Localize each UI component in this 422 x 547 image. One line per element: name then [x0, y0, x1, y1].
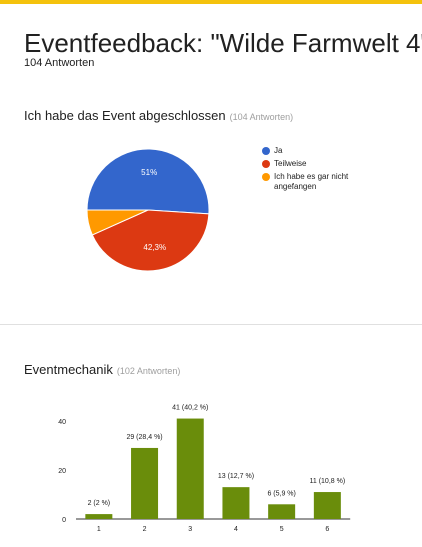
- section-response-count: (102 Antworten): [116, 366, 181, 376]
- pie-slice: [86, 209, 149, 236]
- bar-data-label: 13 (12,7 %): [218, 473, 254, 480]
- legend-label: Ich habe es gar nicht angefangen: [274, 172, 349, 191]
- legend-item: Teilweise: [262, 159, 372, 169]
- bar-data-label: 41 (40,2 %): [172, 405, 208, 412]
- pie-slice-label: 51%: [141, 168, 157, 177]
- pie-slice: [86, 148, 210, 215]
- bar: [313, 492, 341, 519]
- page-title: Eventfeedback: "Wilde Farmwelt 4": [24, 28, 422, 58]
- response-count: 104 Antworten: [24, 57, 95, 69]
- legend-item: Ich habe es gar nicht angefangen: [262, 172, 372, 192]
- x-tick-label: 5: [280, 526, 284, 533]
- legend-label: Teilweise: [274, 159, 307, 168]
- legend-swatch: [262, 173, 270, 181]
- y-tick-label: 40: [58, 419, 66, 426]
- top-accent-bar: [0, 0, 422, 4]
- x-tick-label: 4: [234, 526, 238, 533]
- legend-item: Ja: [262, 146, 372, 156]
- bar: [176, 418, 204, 519]
- legend-swatch: [262, 160, 270, 168]
- y-tick-label: 20: [58, 468, 66, 475]
- section-title-text: Eventmechanik: [24, 362, 113, 377]
- legend-swatch: [262, 147, 270, 155]
- bar: [222, 487, 250, 519]
- bar-data-label: 6 (5,9 %): [267, 490, 295, 497]
- y-tick-label: 0: [62, 517, 66, 524]
- x-tick-label: 3: [188, 526, 192, 533]
- section-title-mechanics: Eventmechanik (102 Antworten): [24, 362, 180, 377]
- bar: [131, 447, 159, 519]
- bar-data-label: 11 (10,8 %): [310, 478, 346, 485]
- x-tick-label: 6: [325, 526, 329, 533]
- section-title-text: Ich habe das Event abgeschlossen: [24, 108, 226, 123]
- section-response-count: (104 Antworten): [229, 112, 294, 122]
- x-tick-label: 1: [97, 526, 101, 533]
- section-divider: [0, 324, 422, 325]
- bar: [85, 514, 113, 519]
- legend-label: Ja: [274, 146, 283, 155]
- section-title-completed: Ich habe das Event abgeschlossen (104 Ant…: [24, 108, 293, 123]
- bar-data-label: 2 (2 %): [88, 500, 111, 507]
- pie-slice: [91, 209, 210, 272]
- x-tick-label: 2: [143, 526, 147, 533]
- bar-data-label: 29 (28,4 %): [126, 434, 162, 441]
- bar: [268, 504, 296, 519]
- pie-chart: 51% 42,3%: [86, 148, 210, 272]
- pie-legend: Ja Teilweise Ich habe es gar nicht angefan…: [262, 146, 372, 195]
- pie-slice-label: 42,3%: [143, 243, 166, 252]
